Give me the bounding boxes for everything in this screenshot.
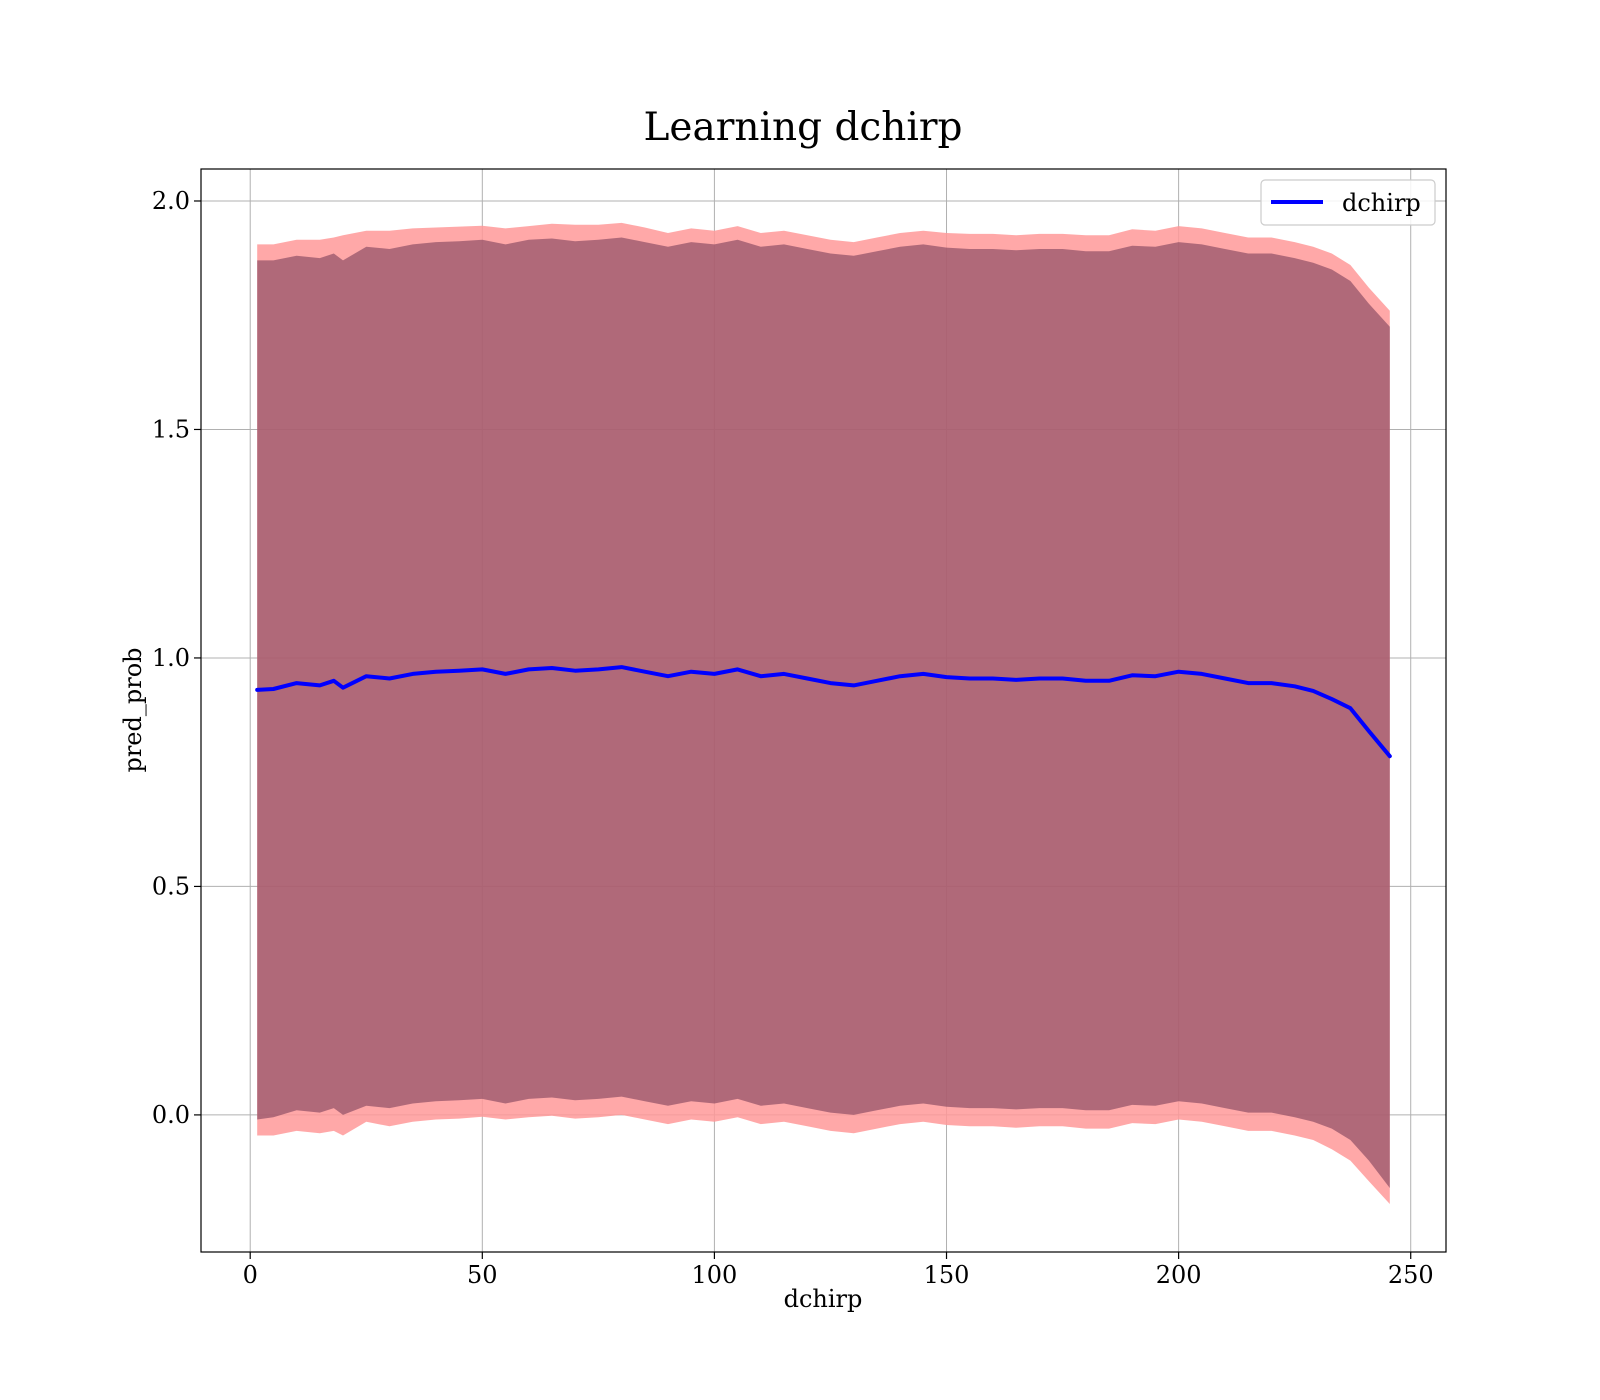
chart-title: Learning dchirp [644,105,963,150]
plot-area-frame [200,168,1447,1253]
y-tick-label-4: 2.0 [152,187,190,215]
band-inner [257,237,1390,1188]
legend: dchirp [1260,179,1436,226]
series-line-dchirp [255,665,1392,759]
uncertainty-bands [257,222,1390,1204]
x-tick-label-0: 0 [243,1261,258,1289]
x-tick-label-2: 100 [692,1261,738,1289]
x-tick-label-5: 250 [1388,1261,1434,1289]
y-axis-label: pred_prob [119,647,147,772]
legend-box [1260,179,1436,226]
x-tick-label-3: 150 [924,1261,970,1289]
axis-ticks: 0 50 100 150 200 250 0.0 0.5 1.0 1.5 2.0 [152,187,1434,1289]
y-tick-label-0: 0.0 [152,1101,190,1129]
legend-label-dchirp: dchirp [1342,189,1421,217]
y-tick-label-3: 1.5 [152,415,190,443]
y-tick-label-1: 0.5 [152,872,190,900]
x-tick-label-1: 50 [467,1261,498,1289]
x-axis-label: dchirp [784,1285,863,1313]
series-lines [255,665,1392,759]
y-tick-label-2: 1.0 [152,644,190,672]
x-tick-label-4: 200 [1156,1261,1202,1289]
